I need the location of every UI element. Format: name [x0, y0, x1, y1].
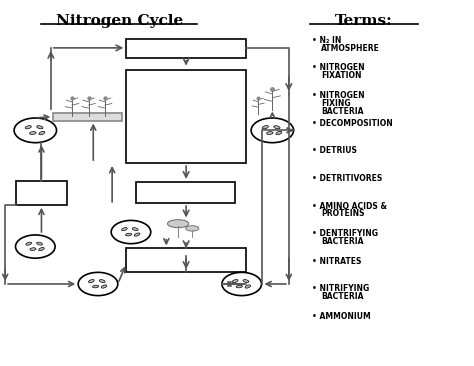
Text: FIXATION: FIXATION: [321, 71, 361, 80]
Ellipse shape: [111, 220, 151, 244]
Ellipse shape: [134, 233, 140, 236]
Ellipse shape: [251, 118, 293, 143]
Text: • DETRITIVORES: • DETRITIVORES: [312, 174, 383, 183]
Ellipse shape: [262, 126, 268, 129]
Text: BACTERIA: BACTERIA: [321, 237, 364, 246]
Ellipse shape: [39, 247, 44, 251]
Text: Terms:: Terms:: [336, 14, 393, 28]
Ellipse shape: [276, 131, 282, 135]
Ellipse shape: [36, 242, 43, 245]
Ellipse shape: [36, 126, 43, 129]
Ellipse shape: [89, 280, 94, 283]
Text: • DETRIUS: • DETRIUS: [312, 146, 357, 155]
Ellipse shape: [30, 248, 36, 250]
Ellipse shape: [25, 126, 31, 129]
Text: FIXING: FIXING: [321, 99, 350, 108]
Ellipse shape: [121, 228, 127, 231]
Text: • N₂ IN: • N₂ IN: [312, 36, 342, 45]
Ellipse shape: [101, 285, 107, 288]
Bar: [126, 70, 246, 163]
Bar: [136, 182, 235, 203]
Text: • NITRATES: • NITRATES: [312, 257, 362, 266]
Text: • DENTRIFYING: • DENTRIFYING: [312, 229, 378, 238]
Ellipse shape: [237, 285, 242, 288]
Text: • NITROGEN: • NITROGEN: [312, 91, 365, 100]
Ellipse shape: [14, 118, 56, 143]
Ellipse shape: [167, 220, 189, 228]
Ellipse shape: [266, 132, 273, 134]
Bar: [126, 249, 246, 272]
Bar: [16, 181, 67, 205]
Ellipse shape: [126, 233, 132, 236]
Ellipse shape: [26, 242, 32, 245]
Ellipse shape: [29, 132, 36, 134]
Ellipse shape: [222, 272, 262, 296]
Ellipse shape: [274, 126, 280, 129]
Text: BACTERIA: BACTERIA: [321, 107, 364, 116]
Text: ATMOSPHERE: ATMOSPHERE: [321, 44, 380, 53]
Ellipse shape: [232, 280, 238, 283]
Ellipse shape: [99, 280, 105, 283]
Text: • AMMONIUM: • AMMONIUM: [312, 312, 371, 321]
Ellipse shape: [92, 285, 99, 288]
Bar: [126, 39, 246, 58]
Ellipse shape: [186, 226, 199, 231]
Ellipse shape: [39, 131, 45, 135]
Text: Nitrogen Cycle: Nitrogen Cycle: [55, 14, 183, 28]
Ellipse shape: [243, 280, 249, 283]
Text: PROTEINS: PROTEINS: [321, 209, 365, 219]
Ellipse shape: [132, 228, 138, 231]
Bar: [53, 112, 121, 120]
Text: • DECOMPOSITION: • DECOMPOSITION: [312, 119, 393, 128]
Text: BACTERIA: BACTERIA: [321, 292, 364, 301]
Ellipse shape: [245, 285, 251, 288]
Text: • NITROGEN: • NITROGEN: [312, 63, 365, 72]
Ellipse shape: [78, 272, 118, 296]
Text: • AMINO ACIDS &: • AMINO ACIDS &: [312, 202, 387, 210]
Ellipse shape: [16, 235, 55, 258]
Text: • NITRIFYING: • NITRIFYING: [312, 284, 370, 293]
